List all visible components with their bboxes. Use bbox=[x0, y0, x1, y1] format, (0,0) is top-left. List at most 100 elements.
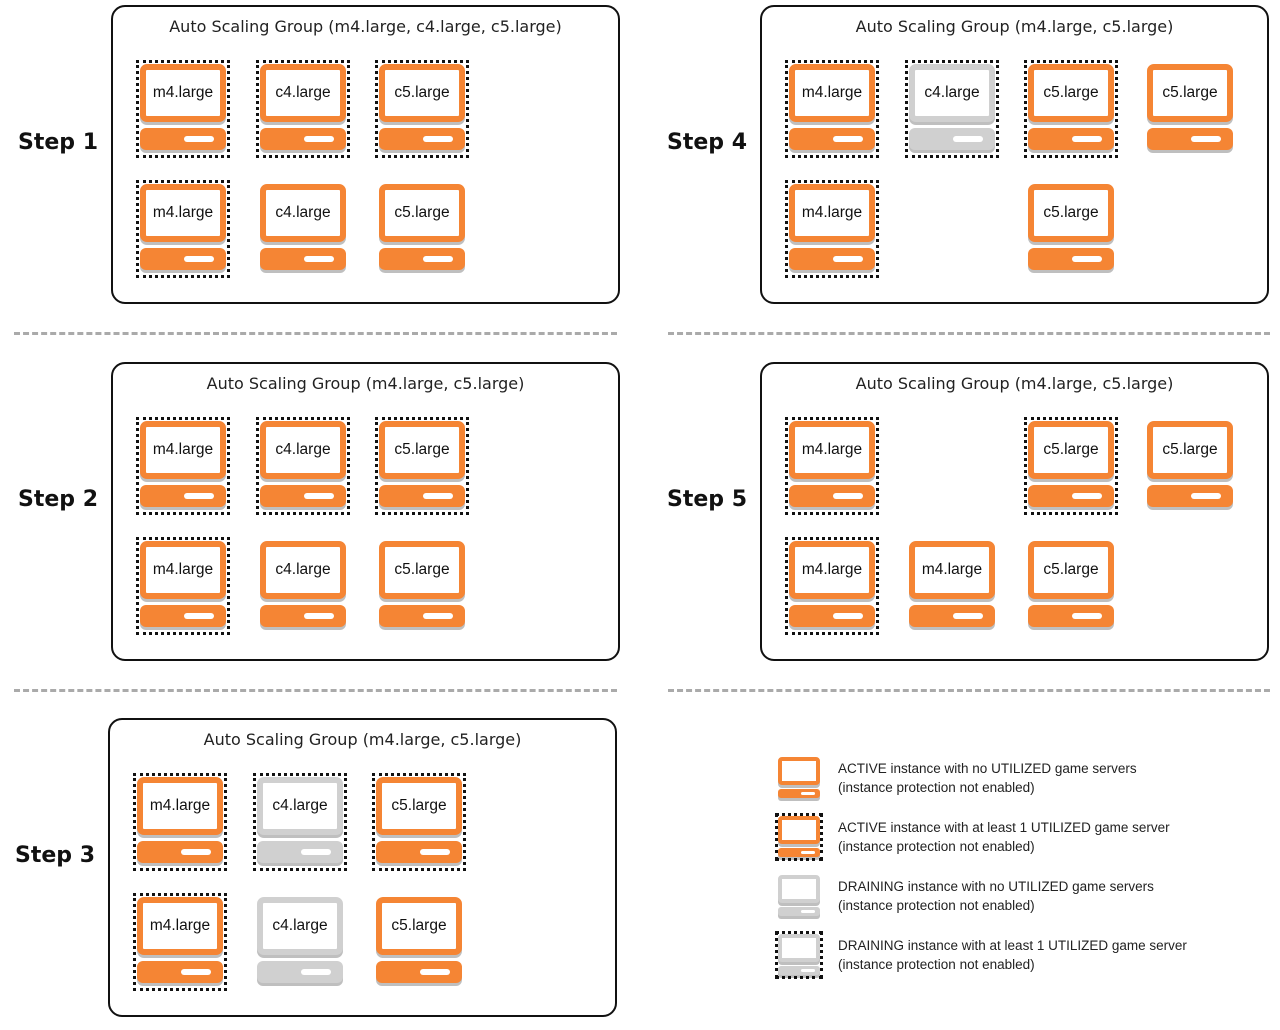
instance-active-utilized: c4.large bbox=[256, 60, 350, 158]
monitor-icon: c4.large bbox=[260, 541, 346, 599]
legend-line2: (instance protection not enabled) bbox=[838, 839, 1035, 854]
server-base-icon bbox=[379, 605, 465, 627]
auto-scaling-group: Auto Scaling Group (m4.large, c5.large) m… bbox=[760, 5, 1269, 304]
legend-line1: ACTIVE instance with at least 1 UTILIZED… bbox=[838, 820, 1170, 835]
instance-draining-icon bbox=[778, 875, 820, 917]
instance-active: c5.large bbox=[1028, 184, 1114, 274]
monitor-icon: m4.large bbox=[137, 897, 223, 955]
instance-type: c5.large bbox=[1043, 441, 1099, 458]
monitor-icon: c5.large bbox=[1028, 64, 1114, 122]
monitor-icon: c5.large bbox=[1028, 421, 1114, 479]
monitor-icon: c5.large bbox=[376, 777, 462, 835]
instance-type: c4.large bbox=[924, 84, 980, 101]
monitor-icon: m4.large bbox=[789, 64, 875, 122]
instance-type: m4.large bbox=[801, 84, 863, 101]
auto-scaling-group: Auto Scaling Group (m4.large, c5.large) m… bbox=[111, 362, 620, 661]
instance-type: m4.large bbox=[152, 561, 214, 578]
instance-type: m4.large bbox=[921, 561, 983, 578]
instance-active-utilized-icon bbox=[775, 813, 823, 861]
monitor-icon: c4.large bbox=[260, 64, 346, 122]
server-base-icon bbox=[789, 128, 875, 150]
group-title: Auto Scaling Group (m4.large, c5.large) bbox=[203, 730, 522, 749]
instance-active-utilized: c5.large bbox=[1024, 417, 1118, 515]
monitor-icon: c5.large bbox=[379, 184, 465, 242]
instance-active: c5.large bbox=[1147, 421, 1233, 511]
monitor-icon: m4.large bbox=[789, 184, 875, 242]
instance-active: c5.large bbox=[1028, 541, 1114, 631]
instance-active-icon bbox=[778, 757, 820, 799]
step-label: Step 1 bbox=[18, 130, 98, 155]
group-title: Auto Scaling Group (m4.large, c5.large) bbox=[855, 374, 1174, 393]
server-base-icon bbox=[909, 128, 995, 150]
legend-line1: DRAINING instance with at least 1 UTILIZ… bbox=[838, 938, 1187, 953]
monitor-icon: c5.large bbox=[376, 897, 462, 955]
instance-draining-utilized: c4.large bbox=[253, 773, 347, 871]
instance-type: c4.large bbox=[272, 797, 328, 814]
legend-line1: ACTIVE instance with no UTILIZED game se… bbox=[838, 761, 1137, 776]
instance-draining-utilized: c4.large bbox=[905, 60, 999, 158]
server-base-icon bbox=[140, 605, 226, 627]
instance-active-utilized: m4.large bbox=[136, 537, 230, 635]
monitor-icon: c4.large bbox=[257, 897, 343, 955]
monitor-icon: m4.large bbox=[789, 421, 875, 479]
monitor-icon: m4.large bbox=[140, 184, 226, 242]
monitor-icon: m4.large bbox=[140, 421, 226, 479]
server-base-icon bbox=[1147, 485, 1233, 507]
server-base-icon bbox=[379, 128, 465, 150]
instance-type: m4.large bbox=[149, 797, 211, 814]
monitor-icon: c5.large bbox=[1028, 184, 1114, 242]
monitor-icon: c4.large bbox=[260, 184, 346, 242]
instance-active: c5.large bbox=[379, 541, 465, 631]
instance-type: m4.large bbox=[152, 84, 214, 101]
server-base-icon bbox=[140, 485, 226, 507]
legend-line2: (instance protection not enabled) bbox=[838, 898, 1035, 913]
instance-type: m4.large bbox=[801, 204, 863, 221]
server-base-icon bbox=[260, 485, 346, 507]
monitor-icon: m4.large bbox=[137, 777, 223, 835]
instance-active-utilized: m4.large bbox=[785, 60, 879, 158]
instance-active: c5.large bbox=[1147, 64, 1233, 154]
monitor-icon: c4.large bbox=[909, 64, 995, 122]
server-base-icon bbox=[379, 248, 465, 270]
monitor-icon: m4.large bbox=[789, 541, 875, 599]
monitor-icon: c5.large bbox=[1147, 421, 1233, 479]
monitor-icon: m4.large bbox=[140, 541, 226, 599]
monitor-icon: c5.large bbox=[379, 421, 465, 479]
instance-type: c5.large bbox=[394, 204, 450, 221]
instance-type: m4.large bbox=[801, 441, 863, 458]
server-base-icon bbox=[140, 248, 226, 270]
group-title: Auto Scaling Group (m4.large, c5.large) bbox=[855, 17, 1174, 36]
group-title: Auto Scaling Group (m4.large, c4.large, … bbox=[169, 17, 562, 36]
monitor-icon: c4.large bbox=[257, 777, 343, 835]
instance-active-utilized: m4.large bbox=[136, 180, 230, 278]
monitor-icon: c5.large bbox=[1147, 64, 1233, 122]
divider bbox=[668, 689, 1270, 692]
server-base-icon bbox=[376, 841, 462, 863]
monitor-icon: m4.large bbox=[909, 541, 995, 599]
monitor-icon: c5.large bbox=[379, 64, 465, 122]
instance-type: m4.large bbox=[801, 561, 863, 578]
instance-type: c5.large bbox=[1162, 84, 1218, 101]
divider bbox=[14, 689, 617, 692]
server-base-icon bbox=[260, 128, 346, 150]
instance-type: c4.large bbox=[275, 84, 331, 101]
legend-line1: DRAINING instance with no UTILIZED game … bbox=[838, 879, 1154, 894]
instance-type: c5.large bbox=[1043, 561, 1099, 578]
instance-active-utilized: m4.large bbox=[785, 537, 879, 635]
server-base-icon bbox=[376, 961, 462, 983]
instance-active-utilized: m4.large bbox=[136, 60, 230, 158]
instance-type: c4.large bbox=[275, 204, 331, 221]
monitor-icon: c4.large bbox=[260, 421, 346, 479]
server-base-icon bbox=[1028, 248, 1114, 270]
legend-line2: (instance protection not enabled) bbox=[838, 957, 1035, 972]
instance-active-utilized: m4.large bbox=[785, 180, 879, 278]
server-base-icon bbox=[257, 841, 343, 863]
instance-active-utilized: c4.large bbox=[256, 417, 350, 515]
instance-active-utilized: c5.large bbox=[372, 773, 466, 871]
step-label: Step 2 bbox=[18, 487, 98, 512]
server-base-icon bbox=[1028, 605, 1114, 627]
server-base-icon bbox=[260, 248, 346, 270]
instance-type: c5.large bbox=[1043, 204, 1099, 221]
instance-type: c5.large bbox=[1043, 84, 1099, 101]
server-base-icon bbox=[137, 961, 223, 983]
